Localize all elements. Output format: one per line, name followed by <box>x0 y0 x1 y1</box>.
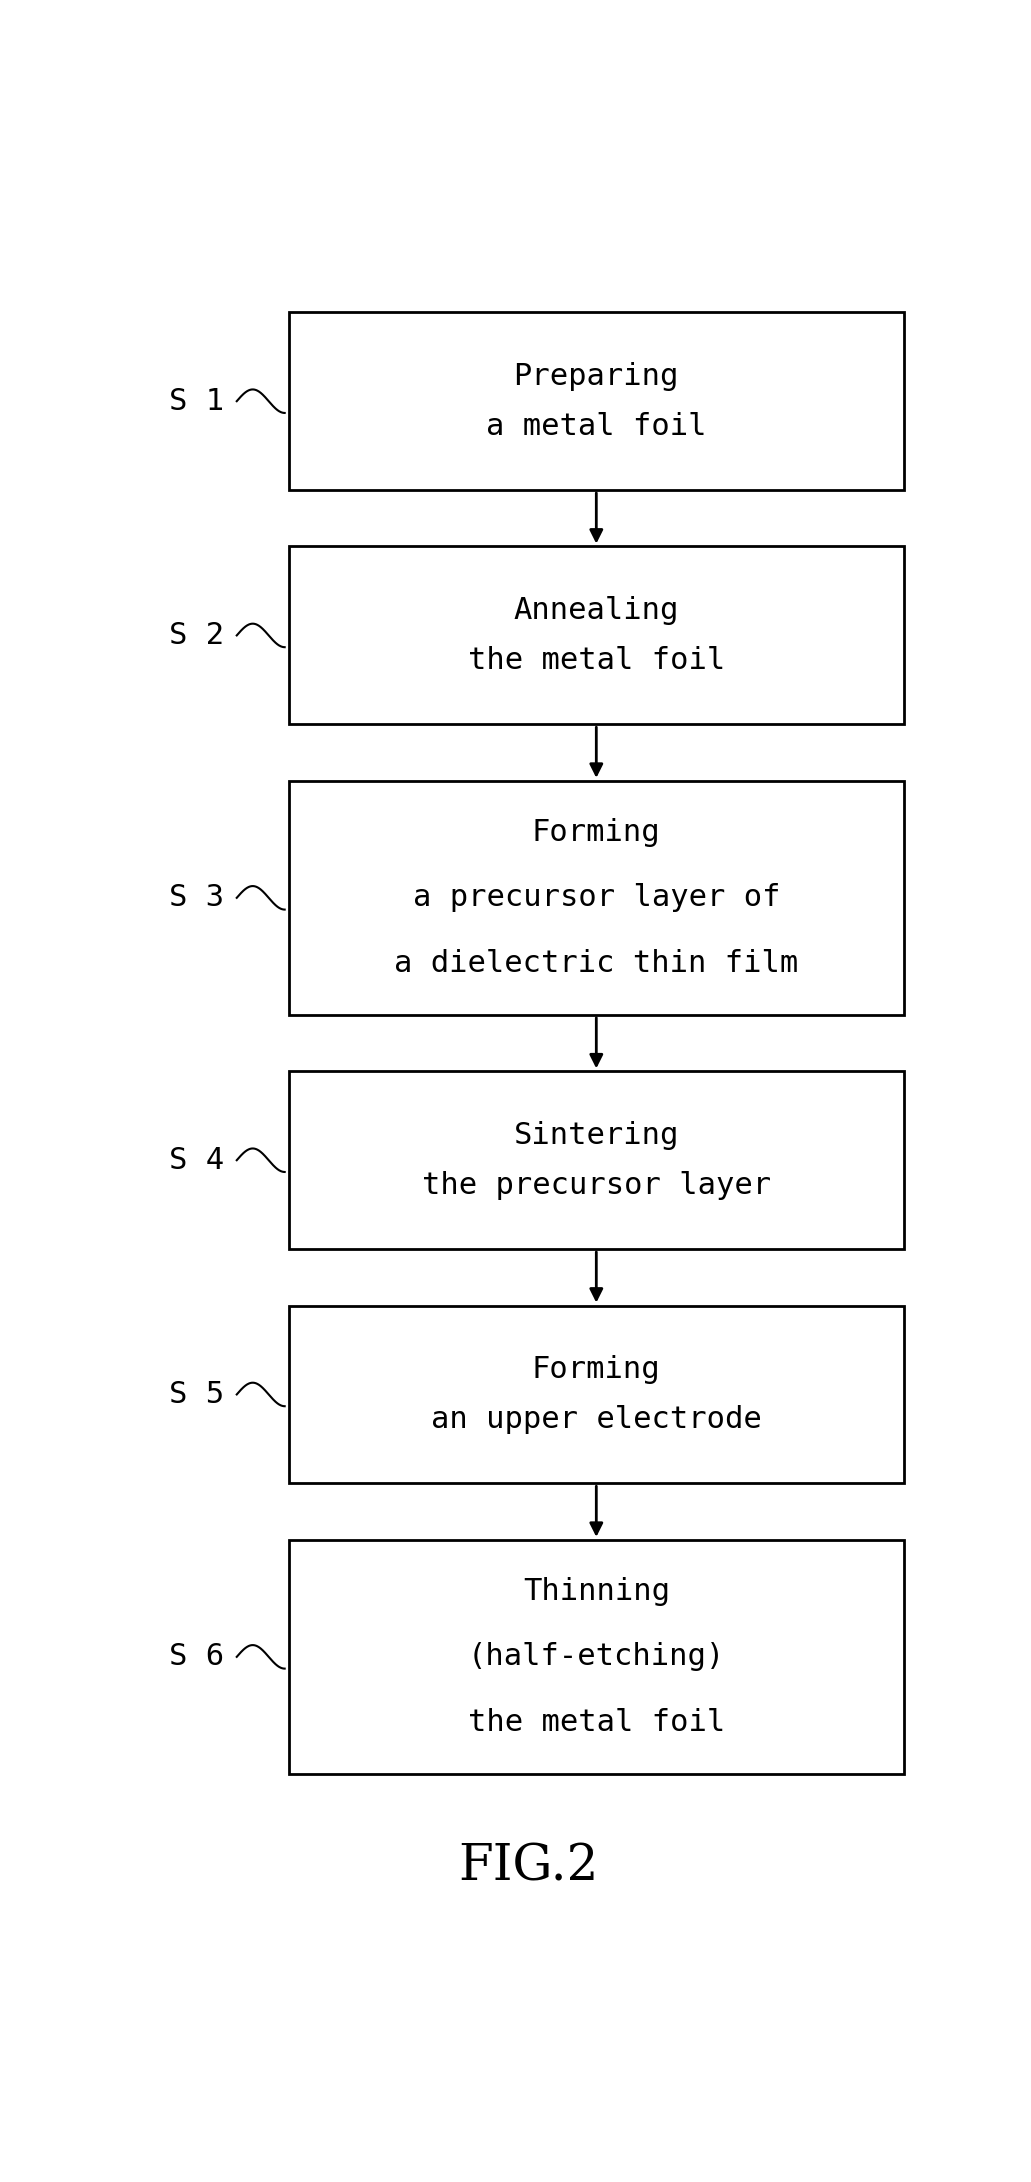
Text: the metal foil: the metal foil <box>468 1709 725 1737</box>
Text: S 6: S 6 <box>169 1643 224 1671</box>
Text: FIG.2: FIG.2 <box>458 1842 599 1892</box>
Text: (half-etching): (half-etching) <box>468 1643 725 1671</box>
Text: the precursor layer: the precursor layer <box>422 1170 771 1200</box>
Text: a precursor layer of: a precursor layer of <box>412 884 780 912</box>
Bar <box>289 1540 904 1774</box>
Text: S 5: S 5 <box>169 1379 224 1410</box>
Bar <box>289 781 904 1015</box>
Text: S 1: S 1 <box>169 386 224 417</box>
Bar <box>289 1071 904 1248</box>
Text: Forming: Forming <box>532 818 661 847</box>
Text: S 2: S 2 <box>169 622 224 650</box>
Text: Forming: Forming <box>532 1355 661 1383</box>
Bar <box>289 1305 904 1484</box>
Text: a metal foil: a metal foil <box>486 412 706 441</box>
Text: Annealing: Annealing <box>513 596 679 624</box>
Text: the metal foil: the metal foil <box>468 646 725 674</box>
Bar <box>289 546 904 724</box>
Text: an upper electrode: an upper electrode <box>431 1405 762 1434</box>
Bar <box>289 312 904 491</box>
Text: S 3: S 3 <box>169 884 224 912</box>
Text: Preparing: Preparing <box>513 362 679 391</box>
Text: S 4: S 4 <box>169 1146 224 1174</box>
Text: Sintering: Sintering <box>513 1122 679 1150</box>
Text: a dielectric thin film: a dielectric thin film <box>394 949 798 978</box>
Text: Thinning: Thinning <box>523 1578 670 1606</box>
